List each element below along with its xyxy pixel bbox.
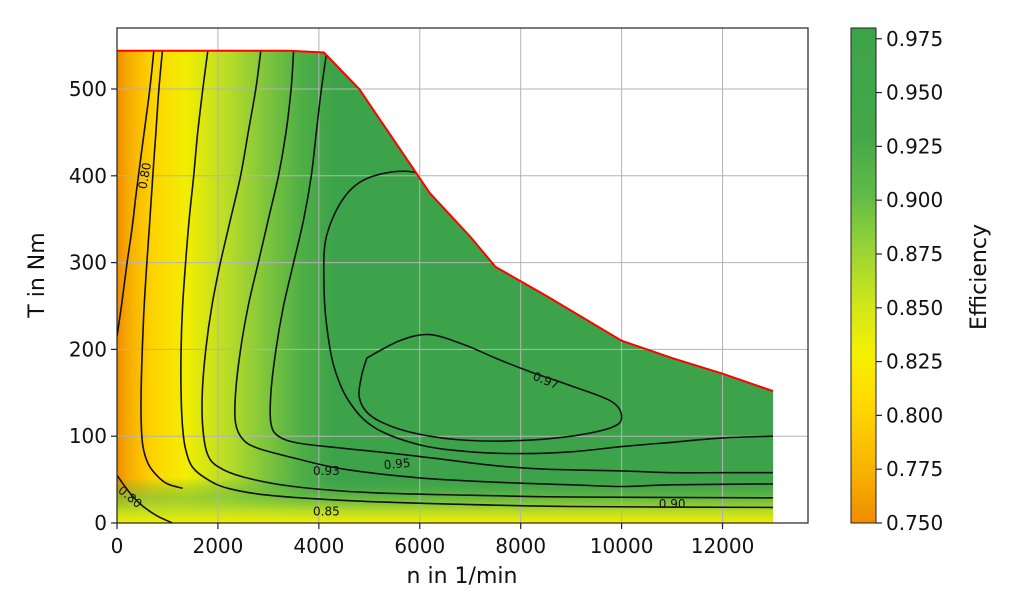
colorbar-tick-label: 0.950	[886, 81, 943, 105]
x-axis-label: n in 1/min	[407, 564, 518, 589]
max-torque-line	[117, 49, 774, 393]
colorbar-tick-label: 0.900	[886, 188, 943, 212]
contour-line	[117, 474, 173, 524]
contour-label: 0.93	[313, 464, 340, 478]
colorbar-tick-label: 0.775	[886, 457, 943, 481]
contour-line	[233, 50, 773, 488]
contour-label-text: 0.90	[659, 497, 686, 511]
x-tick-label: 0	[111, 534, 124, 558]
contour-line	[358, 333, 623, 442]
x-tick-label: 6000	[394, 534, 445, 558]
colorbar-tick-label: 0.875	[886, 242, 943, 266]
colorbar-tick-label: 0.825	[886, 350, 943, 374]
colorbar-tick-label: 0.975	[886, 27, 943, 51]
max-torque-curve	[117, 49, 774, 393]
colorbar-gradient-bar	[850, 27, 877, 524]
y-tick-label: 200	[69, 337, 107, 361]
y-tick-label: 300	[69, 251, 107, 275]
contour-line	[140, 50, 183, 490]
x-tick-label: 4000	[293, 534, 344, 558]
contour-line	[201, 50, 773, 499]
axis-ticks: 0 2000 4000 6000 8000 10000 12000 0 100 200 300 400…	[69, 77, 755, 558]
efficiency-fill	[117, 50, 773, 524]
colorbar-tick-label: 0.925	[886, 134, 943, 158]
y-tick-label: 500	[69, 77, 107, 101]
x-tick-label: 2000	[192, 534, 243, 558]
x-tick-label: 10000	[590, 534, 654, 558]
contour-label-text: 0.85	[313, 505, 340, 519]
plot-frame	[116, 27, 809, 524]
colorbar-ticks: 0.750 0.775 0.800 0.825 0.850 0.875 0.900 0.925…	[876, 27, 943, 535]
contour-label: 0.90	[659, 497, 686, 511]
contour-label-text: 0.80	[136, 161, 154, 190]
contour-label: 0.80	[136, 161, 154, 190]
colorbar-tick-label: 0.750	[886, 511, 943, 535]
contour-line	[117, 50, 155, 337]
y-axis-label: T in Nm	[25, 232, 50, 318]
efficiency-region	[117, 50, 773, 524]
colorbar-tick-label: 0.800	[886, 403, 943, 427]
contour-label: 0.85	[313, 505, 340, 519]
y-tick-label: 100	[69, 424, 107, 448]
contour-label-text: 0.93	[313, 464, 340, 478]
colorbar-tick-label: 0.850	[886, 296, 943, 320]
colorbar-label: Efficiency	[967, 224, 992, 330]
contour-line	[180, 50, 773, 509]
contour-line	[269, 54, 773, 474]
y-tick-label: 400	[69, 164, 107, 188]
contour-label: 0.95	[383, 456, 411, 472]
x-tick-label: 8000	[495, 534, 546, 558]
contour-label-text: 0.95	[383, 456, 411, 472]
y-tick-label: 0	[94, 511, 107, 535]
x-tick-label: 12000	[691, 534, 755, 558]
colorbar: 0.750 0.775 0.800 0.825 0.850 0.875 0.900 0.925…	[850, 27, 992, 535]
